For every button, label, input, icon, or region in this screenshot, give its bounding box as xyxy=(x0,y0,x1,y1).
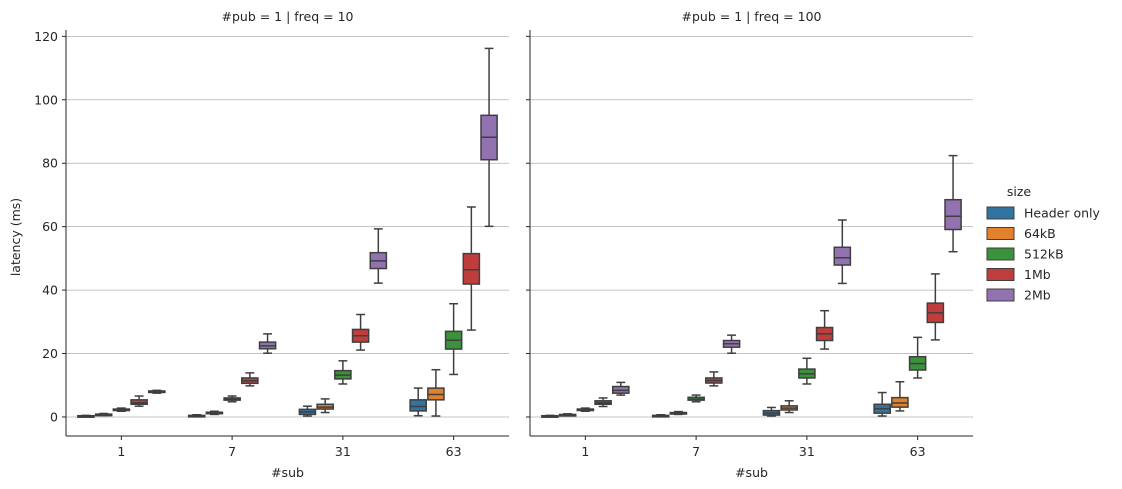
box-512kb-sub-7 xyxy=(223,395,241,403)
box-iqr xyxy=(409,399,427,412)
legend-swatch-2mb xyxy=(986,288,1015,302)
x-tick-label-63: 63 xyxy=(446,444,462,459)
box-header-only-sub-31 xyxy=(298,405,317,417)
y-tick-label-80: 80 xyxy=(42,156,58,171)
x-tick-label-7: 7 xyxy=(692,444,700,459)
box-512kb-sub-63 xyxy=(444,302,463,376)
box-2mb-sub-1 xyxy=(612,381,630,396)
box-64kb-sub-63 xyxy=(891,381,909,412)
x-axis-label-freq-100: #sub xyxy=(735,465,768,480)
box-2mb-sub-7 xyxy=(258,333,277,354)
legend-item-2mb: 2Mb xyxy=(986,288,1051,303)
box-2mb-sub-1 xyxy=(148,389,166,394)
box-1mb-sub-1 xyxy=(594,397,612,408)
legend-swatch-64kb xyxy=(986,227,1015,240)
legend: size Header only 64kB 512kB 1Mb 2Mb xyxy=(986,184,1101,303)
box-iqr xyxy=(462,252,481,285)
box-64kb-sub-1 xyxy=(94,412,113,417)
box-header-only-sub-1 xyxy=(541,414,559,418)
box-1mb-sub-63 xyxy=(462,206,481,331)
box-1mb-sub-63 xyxy=(926,273,945,341)
x-tick-label-31: 31 xyxy=(799,444,815,459)
box-2mb-sub-63 xyxy=(944,154,962,253)
x-tick-label-31: 31 xyxy=(335,444,351,459)
box-header-only-sub-31 xyxy=(762,406,781,417)
box-512kb-sub-31 xyxy=(334,360,352,385)
box-512kb-sub-31 xyxy=(798,357,816,385)
box-2mb-sub-31 xyxy=(369,228,388,284)
box-64kb-sub-63 xyxy=(427,368,445,417)
x-tick-label-1: 1 xyxy=(581,444,589,459)
box-1mb-sub-1 xyxy=(130,395,148,407)
x-tick-label-63: 63 xyxy=(910,444,926,459)
x-tick-label-7: 7 xyxy=(228,444,236,459)
box-1mb-sub-31 xyxy=(815,309,834,350)
box-2mb-sub-63 xyxy=(480,47,498,228)
legend-label-64kb: 64kB xyxy=(1024,226,1056,241)
panel-title-freq-100: #pub = 1 | freq = 100 xyxy=(682,9,822,24)
boxes-freq-100 xyxy=(541,154,962,418)
legend-label-header-only: Header only xyxy=(1024,206,1101,221)
box-1mb-sub-31 xyxy=(351,313,370,351)
box-512kb-sub-7 xyxy=(687,394,705,403)
gridlines-freq-100 xyxy=(530,35,973,418)
legend-swatch-512kb xyxy=(986,247,1015,261)
gridlines-freq-10 xyxy=(66,35,509,418)
box-header-only-sub-7 xyxy=(651,413,670,418)
box-512kb-sub-63 xyxy=(908,336,927,379)
legend-item-64kb: 64kB xyxy=(986,226,1056,241)
legend-item-1mb: 1Mb xyxy=(986,267,1051,282)
box-1mb-sub-7 xyxy=(241,372,259,387)
axes-freq-10: 0 20 40 60 80 100 120 1 7 31 63 xyxy=(34,29,509,459)
y-tick-label-120: 120 xyxy=(34,29,58,44)
box-2mb-sub-7 xyxy=(722,334,741,354)
legend-item-header-only: Header only xyxy=(986,206,1101,221)
box-header-only-sub-63 xyxy=(873,391,891,417)
box-1mb-sub-7 xyxy=(705,371,723,387)
box-header-only-sub-7 xyxy=(187,413,206,418)
box-64kb-sub-7 xyxy=(205,410,224,416)
legend-item-512kb: 512kB xyxy=(986,247,1064,262)
legend-swatch-header-only xyxy=(986,206,1015,220)
y-tick-label-40: 40 xyxy=(42,283,58,298)
box-iqr xyxy=(833,246,852,266)
panel-freq-10: #pub = 1 | freq = 10 0 20 40 60 80 100 120 1 7 31… xyxy=(34,9,509,459)
legend-label-2mb: 2Mb xyxy=(1024,288,1051,303)
box-header-only-sub-1 xyxy=(77,414,95,418)
box-2mb-sub-31 xyxy=(833,219,852,285)
box-64kb-sub-31 xyxy=(316,398,334,414)
boxes-freq-10 xyxy=(77,47,498,418)
y-tick-label-20: 20 xyxy=(42,346,58,361)
panel-freq-100: #pub = 1 | freq = 100 1 7 31 63 xyxy=(526,9,973,459)
y-axis-label: latency (ms) xyxy=(8,198,23,276)
box-iqr xyxy=(944,198,962,231)
legend-label-1mb: 1Mb xyxy=(1024,267,1051,282)
panel-title-freq-10: #pub = 1 | freq = 10 xyxy=(221,9,353,24)
x-axis-label-freq-10: #sub xyxy=(271,465,304,480)
box-64kb-sub-31 xyxy=(780,400,798,414)
y-tick-label-0: 0 xyxy=(50,409,58,424)
axes-freq-100: 1 7 31 63 xyxy=(526,30,973,459)
box-header-only-sub-63 xyxy=(409,387,427,417)
box-64kb-sub-1 xyxy=(558,413,577,417)
legend-label-512kb: 512kB xyxy=(1024,247,1064,262)
legend-title: size xyxy=(1007,184,1032,199)
legend-swatch-1mb xyxy=(986,268,1015,281)
box-512kb-sub-1 xyxy=(576,407,595,413)
y-tick-label-100: 100 xyxy=(34,92,58,107)
box-64kb-sub-7 xyxy=(669,410,688,416)
y-tick-label-60: 60 xyxy=(42,219,58,234)
x-tick-label-1: 1 xyxy=(117,444,125,459)
box-512kb-sub-1 xyxy=(112,407,131,413)
